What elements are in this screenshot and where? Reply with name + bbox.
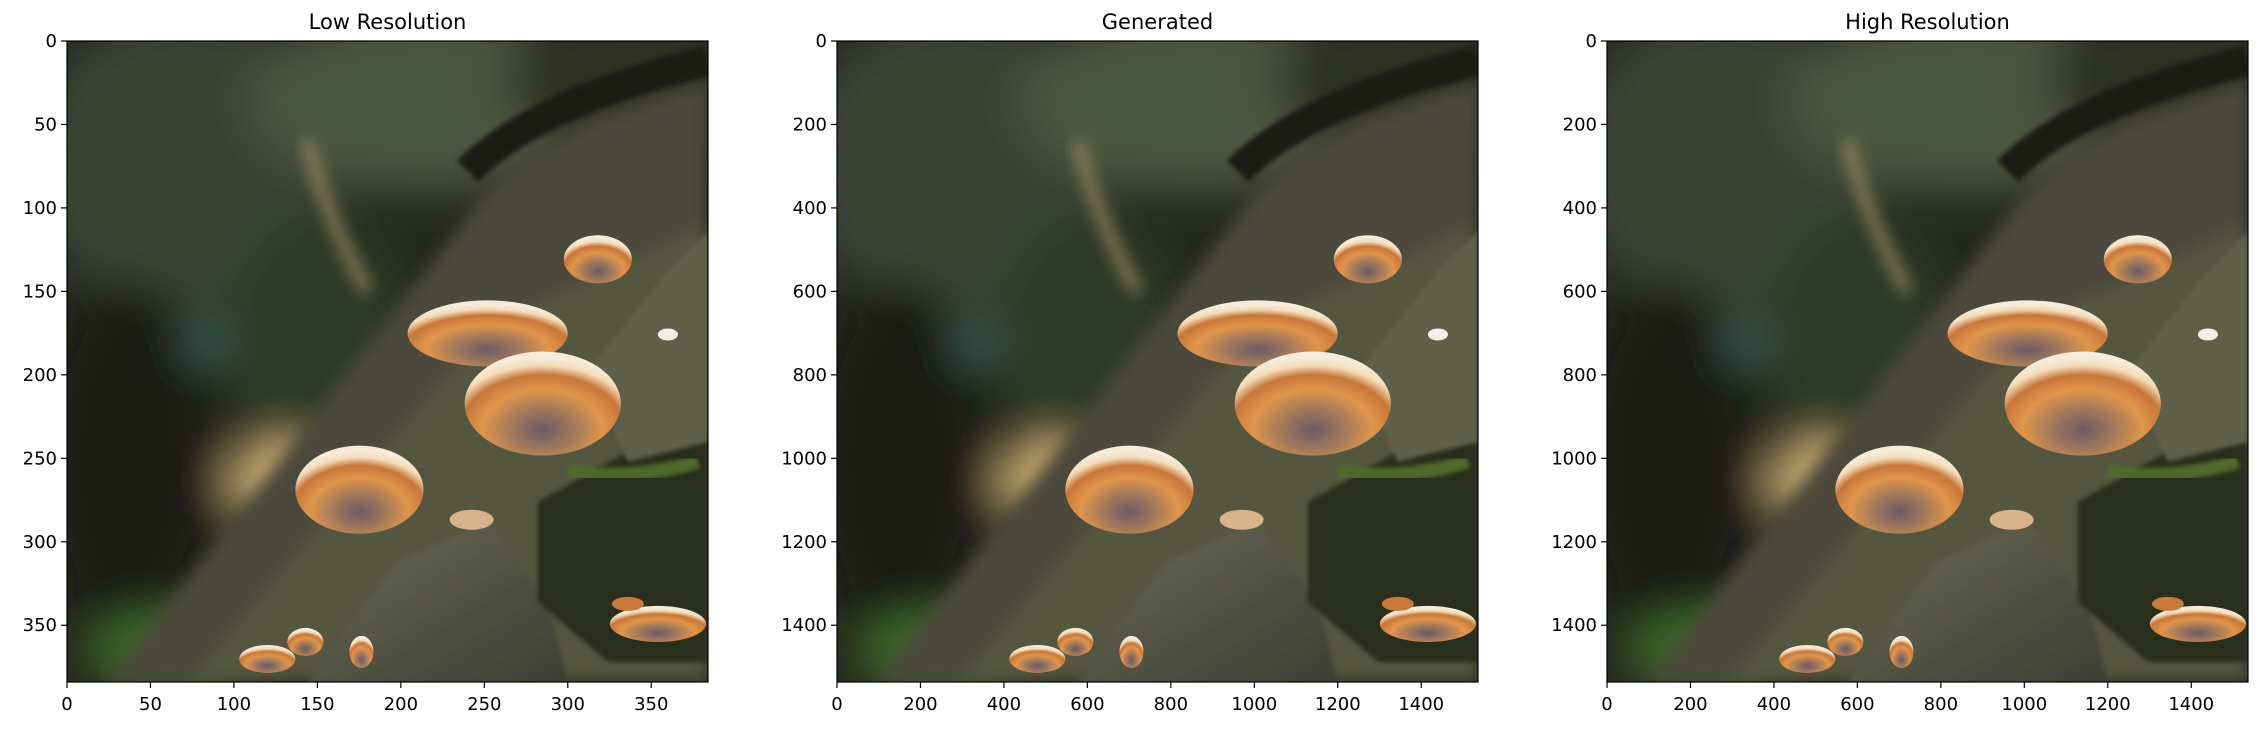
panel-title: Low Resolution [309, 10, 467, 34]
y-tick-label: 300 [23, 532, 57, 553]
x-tick-label: 400 [987, 694, 1021, 715]
axes-frame [836, 40, 1479, 683]
x-tick-label: 200 [903, 694, 937, 715]
x-tick-label: 200 [1673, 694, 1707, 715]
x-tick-label: 300 [551, 694, 585, 715]
x-tick-label: 150 [300, 694, 334, 715]
x-tick-label: 1200 [1315, 694, 1361, 715]
y-tick-label: 1200 [1551, 532, 1597, 553]
panel-2: Generated 0 200 400 600 800 1000 1200 1400 0 200 40… [781, 10, 1518, 715]
x-tick-label: 800 [1924, 694, 1958, 715]
y-tick-label: 1000 [781, 448, 827, 469]
y-tick-label: 1400 [781, 615, 827, 636]
y-tick-label: 800 [793, 365, 827, 386]
y-tick-label: 1400 [1551, 615, 1597, 636]
x-tick-label: 1200 [2085, 694, 2131, 715]
y-tick-label: 0 [816, 31, 827, 52]
axes-frame [66, 40, 709, 683]
y-tick-label: 350 [23, 615, 57, 636]
mushroom-photo-icon [797, 11, 1518, 692]
x-tick-label: 1400 [2168, 694, 2214, 715]
panel-1: Low Resolution 0 50 100 150 200 250 300 350 0 50 10… [23, 10, 748, 715]
y-tick-label: 250 [23, 448, 57, 469]
y-tick-label: 200 [1563, 114, 1597, 135]
panel-title: Generated [1102, 10, 1213, 34]
y-tick-label: 50 [34, 114, 57, 135]
y-tick-label: 600 [793, 281, 827, 302]
x-tick-label: 400 [1757, 694, 1791, 715]
x-tick-label: 1000 [2001, 694, 2047, 715]
y-tick-label: 0 [46, 31, 57, 52]
x-tick-label: 0 [1601, 694, 1612, 715]
x-tick-label: 0 [61, 694, 72, 715]
y-tick-label: 0 [1586, 31, 1597, 52]
mushroom-photo-icon [27, 11, 748, 692]
y-tick-label: 1200 [781, 532, 827, 553]
mushroom-photo-icon [1567, 11, 2266, 692]
x-tick-label: 100 [217, 694, 251, 715]
x-tick-label: 350 [634, 694, 668, 715]
axes-frame [1606, 40, 2249, 683]
y-tick-label: 600 [1563, 281, 1597, 302]
y-tick-label: 100 [23, 198, 57, 219]
y-tick-label: 150 [23, 281, 57, 302]
y-tick-label: 400 [793, 198, 827, 219]
x-tick-label: 50 [139, 694, 162, 715]
x-tick-label: 1400 [1398, 694, 1444, 715]
x-tick-label: 600 [1840, 694, 1874, 715]
y-tick-label: 1000 [1551, 448, 1597, 469]
panel-title: High Resolution [1845, 10, 2010, 34]
y-tick-label: 200 [793, 114, 827, 135]
y-tick-label: 200 [23, 365, 57, 386]
x-tick-label: 200 [384, 694, 418, 715]
y-tick-label: 400 [1563, 198, 1597, 219]
x-tick-label: 0 [831, 694, 842, 715]
x-tick-label: 800 [1154, 694, 1188, 715]
x-tick-label: 250 [467, 694, 501, 715]
x-tick-label: 1000 [1231, 694, 1277, 715]
y-tick-label: 800 [1563, 365, 1597, 386]
panel-3: High Resolution 0 200 400 600 800 1000 1200 1400… [1551, 10, 2266, 715]
x-tick-label: 600 [1070, 694, 1104, 715]
